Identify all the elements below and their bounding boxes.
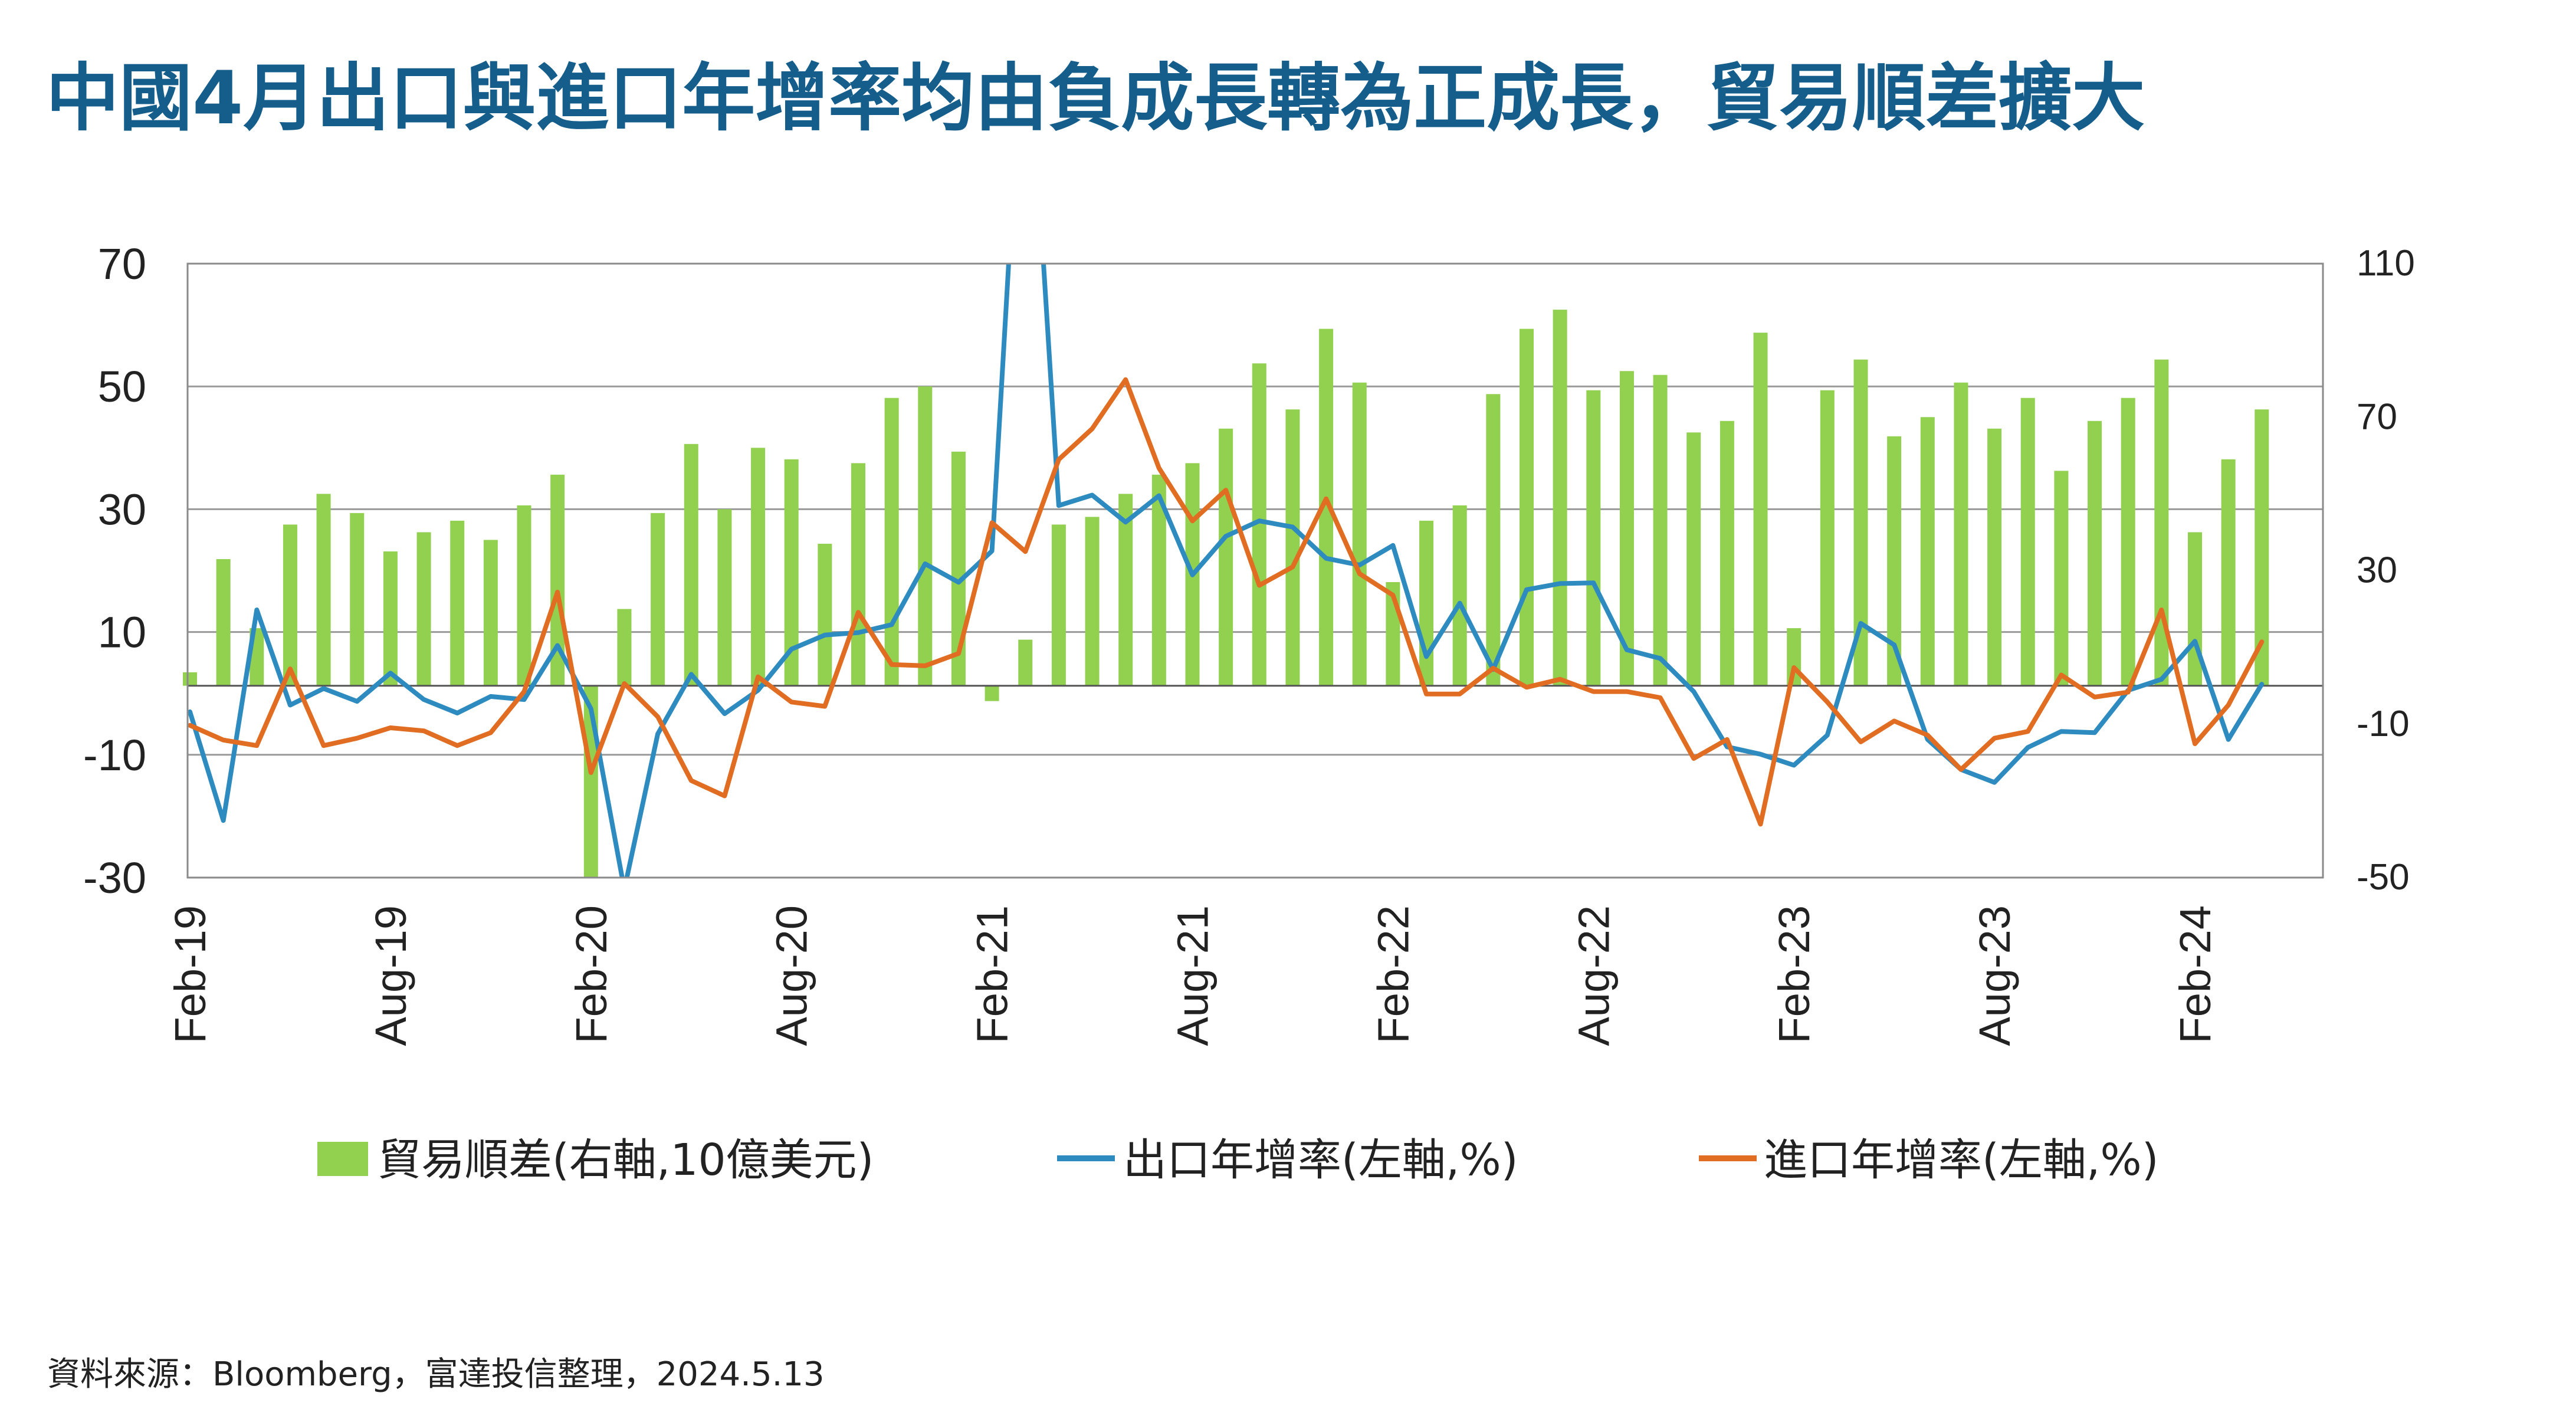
x-axis-tick-label: Feb-19 [166, 905, 215, 1043]
x-axis-tick-label: Feb-23 [1770, 905, 1819, 1043]
legend-label-import: 進口年增率(左軸,%) [1764, 1135, 2159, 1185]
trade-surplus-bar [416, 532, 431, 686]
right-axis-tick-label: 70 [2357, 396, 2397, 437]
x-axis-tick-label: Feb-22 [1369, 905, 1417, 1043]
growth-lines [188, 264, 2265, 878]
x-axis-tick-label: Aug-21 [1169, 905, 1218, 1046]
export-growth-line [188, 264, 2265, 878]
x-axis-tick-label: Aug-20 [767, 905, 816, 1046]
trade-surplus-bar [216, 559, 231, 686]
trade-surplus-bar [1051, 524, 1066, 686]
trade-surplus-bar [818, 543, 832, 686]
trade-surplus-bar [183, 672, 197, 686]
trade-surplus-bar [1085, 517, 1100, 686]
legend-swatch-surplus [317, 1142, 368, 1176]
x-axis-tick-label: Feb-21 [968, 905, 1017, 1043]
trade-surplus-bar [1419, 520, 1434, 686]
trade-surplus-bar [684, 444, 698, 686]
trade-surplus-bar [517, 505, 531, 686]
x-axis-tick-label: Feb-20 [567, 905, 616, 1043]
right-axis-tick-label: -50 [2357, 857, 2410, 898]
trade-surplus-bar [717, 509, 732, 686]
trade-surplus-bar [651, 513, 665, 686]
left-axis-labels: 70 50 30 10 -10 -30 [83, 239, 146, 902]
trade-surplus-bar [751, 448, 766, 686]
page-title: 中國4月出口與進口年增率均由負成長轉為正成長，貿易順差擴大 [46, 56, 2145, 141]
right-axis-tick-label: -10 [2357, 704, 2410, 744]
trade-surplus-bar [918, 386, 933, 686]
trade-surplus-bar [1553, 310, 1567, 686]
source-note: 資料來源：Bloomberg，富達投信整理，2024.5.13 [47, 1355, 825, 1394]
trade-surplus-bar [316, 494, 331, 686]
trade-surplus-bar [450, 520, 465, 686]
trade-surplus-bar [283, 524, 297, 686]
legend-label-surplus: 貿易順差(右軸,10億美元) [378, 1135, 874, 1185]
trade-surplus-bar [1753, 333, 1768, 686]
trade-surplus-bar [1452, 505, 1467, 686]
trade-surplus-bar [1686, 432, 1701, 686]
left-axis-tick-label: -10 [83, 731, 146, 780]
trade-surplus-bar [985, 685, 999, 701]
left-axis-tick-label: 30 [98, 485, 146, 534]
trade-surplus-bar [617, 609, 632, 686]
trade-surplus-bar [1520, 329, 1534, 686]
trade-surplus-bar [1586, 390, 1601, 686]
trade-surplus-bar [1619, 371, 1634, 686]
trade-surplus-bar [884, 398, 899, 686]
x-axis-tick-label: Aug-23 [1970, 905, 2019, 1046]
left-axis-tick-label: 70 [98, 239, 146, 288]
trade-surplus-bar [1653, 375, 1668, 686]
legend-label-export: 出口年增率(左軸,%) [1123, 1135, 1518, 1185]
trade-surplus-bar [1820, 390, 1835, 686]
trade-surplus-bar [383, 551, 398, 686]
trade-surplus-bar [1219, 428, 1233, 686]
right-axis-tick-label: 110 [2357, 243, 2415, 284]
left-axis-tick-label: -30 [83, 853, 146, 902]
trade-surplus-bar [1486, 394, 1501, 686]
trade-surplus-bar [1352, 382, 1367, 686]
trade-surplus-bar [851, 463, 865, 686]
x-axis-tick-label: Aug-19 [366, 905, 415, 1046]
trade-surplus-bar [1920, 417, 1935, 686]
trade-surplus-bars [183, 310, 2269, 878]
x-axis-tick-label: Feb-24 [2171, 905, 2220, 1043]
right-axis-labels: 110 70 30 -10 -50 [2357, 243, 2415, 898]
trade-surplus-bar [2088, 421, 2102, 686]
trade-surplus-bar [1018, 639, 1033, 686]
trade-surplus-bar [483, 540, 498, 686]
trade-surplus-bar [1285, 409, 1300, 686]
import-growth-line [188, 377, 2265, 827]
trade-surplus-bar [1987, 428, 2002, 686]
trade-surplus-bar [350, 513, 365, 686]
trade-surplus-bar [1118, 494, 1133, 686]
chart-legend: 貿易順差(右軸,10億美元) 出口年增率(左軸,%) 進口年增率(左軸,%) [317, 1135, 2159, 1185]
left-axis-tick-label: 50 [98, 362, 146, 411]
x-axis-labels: Feb-19 Aug-19 Feb-20 Aug-20 Feb-21 Aug-21 Feb-… [166, 905, 2220, 1046]
left-axis-tick-label: 10 [98, 608, 146, 657]
trade-surplus-bar [2221, 459, 2236, 686]
plot-frame [186, 262, 2324, 879]
trade-surplus-bar [1954, 382, 1968, 686]
x-axis-tick-label: Aug-22 [1569, 905, 1618, 1046]
trade-surplus-bar [2054, 471, 2069, 686]
trade-surplus-bar [2020, 398, 2035, 686]
right-axis-tick-label: 30 [2357, 550, 2397, 591]
trade-surplus-bar [1719, 421, 1734, 686]
trade-surplus-bar [2121, 398, 2135, 686]
plot-border [186, 262, 2324, 879]
